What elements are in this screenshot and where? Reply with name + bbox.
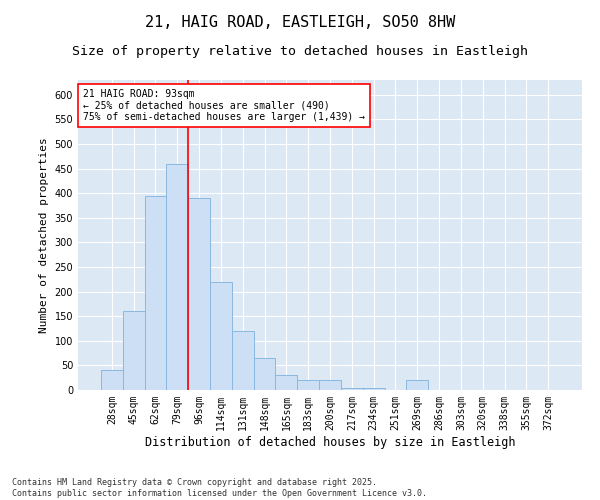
Bar: [166, 164, 188, 390]
Text: Size of property relative to detached houses in Eastleigh: Size of property relative to detached ho…: [72, 45, 528, 58]
Bar: [232, 331, 254, 390]
Text: 21, HAIG ROAD, EASTLEIGH, SO50 8HW: 21, HAIG ROAD, EASTLEIGH, SO50 8HW: [145, 15, 455, 30]
Bar: [254, 358, 275, 390]
Bar: [341, 388, 363, 390]
Bar: [123, 312, 145, 390]
Bar: [406, 380, 428, 390]
Bar: [101, 370, 123, 390]
Bar: [210, 282, 232, 390]
Y-axis label: Number of detached properties: Number of detached properties: [39, 137, 49, 333]
Text: 21 HAIG ROAD: 93sqm
← 25% of detached houses are smaller (490)
75% of semi-detac: 21 HAIG ROAD: 93sqm ← 25% of detached ho…: [83, 90, 365, 122]
Bar: [275, 375, 297, 390]
Bar: [297, 380, 319, 390]
X-axis label: Distribution of detached houses by size in Eastleigh: Distribution of detached houses by size …: [145, 436, 515, 448]
Bar: [363, 388, 385, 390]
Bar: [188, 198, 210, 390]
Bar: [145, 196, 166, 390]
Text: Contains HM Land Registry data © Crown copyright and database right 2025.
Contai: Contains HM Land Registry data © Crown c…: [12, 478, 427, 498]
Bar: [319, 380, 341, 390]
